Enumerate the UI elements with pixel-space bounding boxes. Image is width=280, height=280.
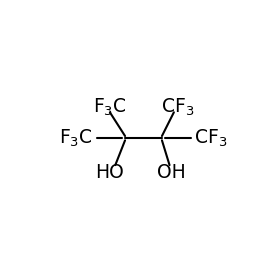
Text: F$_3$C: F$_3$C <box>92 96 126 118</box>
Text: OH: OH <box>157 163 186 182</box>
Text: F$_3$C: F$_3$C <box>59 127 92 149</box>
Text: CF$_3$: CF$_3$ <box>195 127 228 149</box>
Text: HO: HO <box>95 163 124 182</box>
Text: CF$_3$: CF$_3$ <box>161 96 195 118</box>
